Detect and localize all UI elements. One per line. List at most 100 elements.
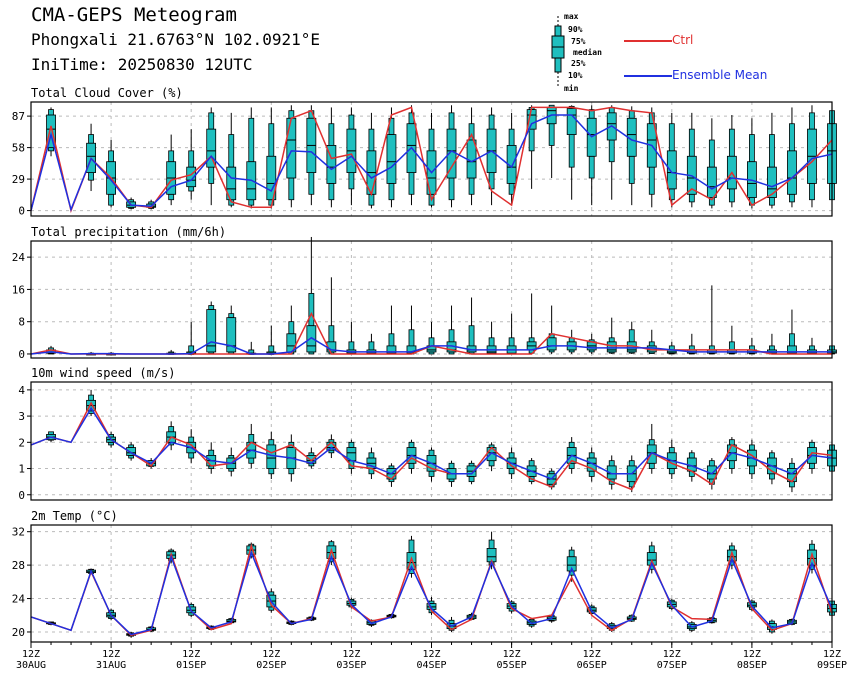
panel-title: 2m Temp (°C) [31,509,118,523]
box-upper-tail [188,150,195,168]
box-iqr [787,345,797,354]
y-tick-label: 0 [18,489,25,502]
x-tick-hour-label: 12Z [182,649,200,660]
box-upper-tail [809,543,815,551]
box-upper-tail [208,112,215,130]
box-iqr [666,150,677,190]
legend-p90: 90% [568,25,583,34]
box-upper-tail [208,305,215,310]
box-iqr [606,341,617,353]
box-iqr [266,155,277,201]
box-upper-tail [188,345,195,353]
init-time: IniTime: 20250830 12UTC [31,55,253,74]
box-upper-tail [488,337,495,347]
y-tick-label: 20 [12,626,25,639]
panel-frame [30,101,833,217]
box-upper-tail [408,539,415,553]
box-upper-tail [348,114,355,130]
box-upper-tail [728,341,735,351]
box-upper-tail [608,337,615,343]
box-lower-tail [268,468,275,475]
legend-p10: 10% [568,71,583,80]
box-upper-tail [408,329,415,347]
box-upper-tail [488,114,495,130]
box-lower-tail [288,177,295,201]
x-tick-date-label: 05SEP [497,660,527,671]
box-lower-tail [568,134,575,168]
box-lower-tail [328,183,335,201]
box-upper-tail [388,333,395,347]
box-upper-tail [428,449,435,456]
box-upper-tail [248,117,255,163]
y-tick-label: 24 [12,251,26,264]
box-upper-tail [88,134,94,144]
box-upper-tail [508,452,515,459]
box-lower-tail [208,166,215,184]
y-tick-label: 1 [18,463,25,476]
box-upper-tail [528,337,535,343]
box-lower-tail [728,188,735,203]
box-upper-tail [228,313,235,319]
box-upper-tail [288,321,295,335]
legend-mean-label: Ensemble Mean [672,68,768,82]
box-iqr [406,345,417,354]
box-upper-tail [168,150,175,163]
panel-frame [30,240,833,359]
panel-title: Total Cloud Cover (%) [31,86,183,100]
box-upper-tail [508,337,515,347]
box-lower-tail [248,457,255,464]
box-upper-tail [368,452,375,459]
box-iqr [206,128,217,168]
y-tick-label: 4 [18,384,25,397]
ensemble-mean-series-line [30,406,833,480]
box-upper-tail [789,123,795,152]
box-upper-tail [568,549,575,558]
box-upper-tail [628,329,635,343]
box-lower-tail [488,460,495,467]
legend-median: median [573,48,602,57]
y-tick-label: 24 [12,593,26,606]
box-lower-tail [809,183,815,201]
x-tick-hour-label: 12Z [503,649,521,660]
x-tick-date-label: 09SEP [817,660,847,671]
box-upper-tail [308,293,315,327]
x-tick-date-label: 30AUG [16,660,46,671]
box-upper-tail [708,139,715,168]
box-lower-tail [588,155,595,179]
box-lower-tail [428,470,435,477]
box-lower-tail [308,172,315,195]
box-upper-tail [769,452,775,459]
box-upper-tail [468,325,475,347]
box-iqr [46,114,56,149]
box-lower-tail [188,186,195,192]
x-tick-hour-label: 12Z [422,649,440,660]
box-upper-tail [728,128,735,157]
box-lower-tail [648,462,655,469]
y-tick-label: 87 [12,110,25,123]
box-lower-tail [789,481,795,488]
x-tick-date-label: 07SEP [657,660,687,671]
x-tick-date-label: 31AUG [96,660,126,671]
box-iqr [767,166,777,198]
x-tick-date-label: 02SEP [256,660,286,671]
box-upper-tail [448,619,455,625]
box-upper-tail [789,462,795,469]
box-iqr [386,345,397,354]
box-lower-tail [608,139,615,163]
box-upper-tail [809,441,815,448]
box-upper-tail [208,449,215,456]
box-lower-tail [468,177,475,195]
legend-mean-line [624,75,672,77]
box-lower-tail [789,193,795,203]
box-upper-tail [248,434,255,443]
box-upper-tail [48,109,54,116]
box-upper-tail [668,447,675,454]
box-upper-tail [648,341,655,347]
x-tick-date-label: 03SEP [336,660,366,671]
box-lower-tail [628,155,635,184]
box-lower-tail [769,197,775,206]
box-upper-tail [608,460,615,467]
box-upper-tail [88,394,94,401]
box-lower-tail [588,470,595,477]
